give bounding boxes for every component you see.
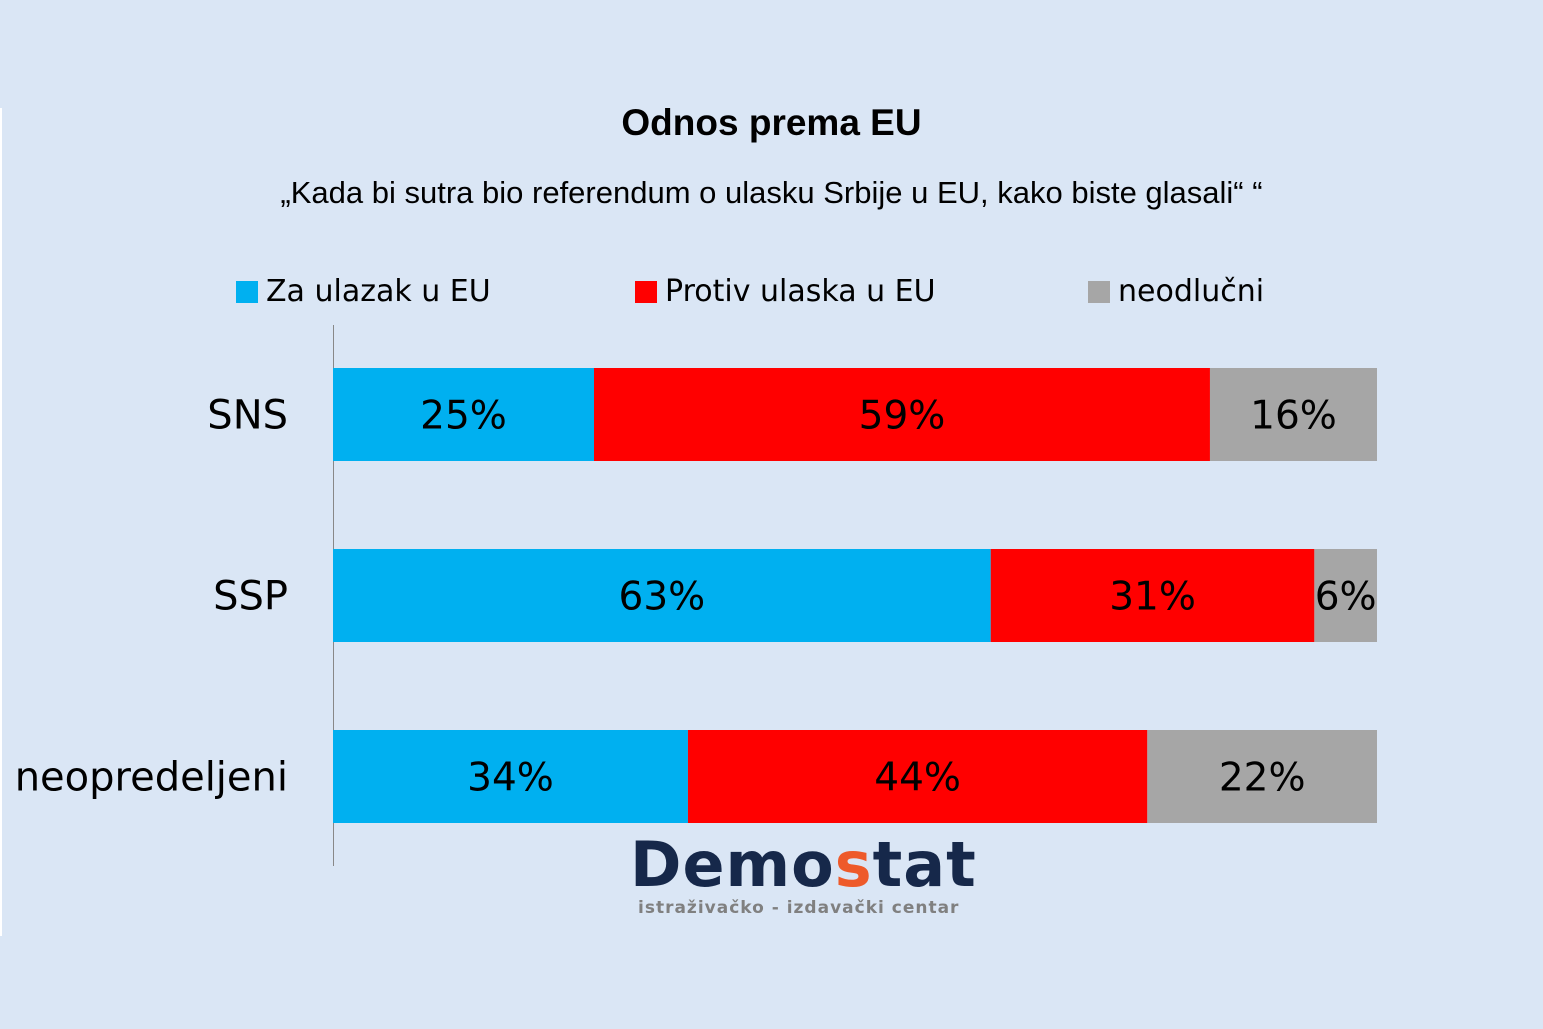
bar-segment: [333, 730, 688, 823]
legend-item-neodlucni: neodlučni: [1088, 274, 1264, 309]
bar-segment: [1209, 368, 1377, 461]
data-label: 44%: [874, 756, 961, 801]
bar-segment: [687, 730, 1148, 823]
bar-segment: [333, 368, 594, 461]
data-label: 6%: [1315, 575, 1377, 620]
data-label: 59%: [859, 394, 946, 439]
bar-segment: [333, 549, 991, 642]
legend-label: neodlučni: [1118, 274, 1265, 309]
data-label: 16%: [1250, 394, 1337, 439]
legend-item-za: Za ulazak u EU: [236, 274, 491, 309]
category-label: SNS: [207, 393, 288, 439]
demostat-logo: Demostat istraživačko - izdavački centar: [630, 828, 977, 919]
data-label: 22%: [1219, 756, 1306, 801]
legend-swatch: [1088, 280, 1110, 303]
category-label: neopredeljeni: [15, 755, 288, 801]
chart-subtitle: „Kada bi sutra bio referendum o ulasku S…: [280, 175, 1263, 210]
legend-label: Za ulazak u EU: [266, 274, 491, 309]
left-edge: [0, 108, 2, 936]
data-label: 34%: [467, 756, 554, 801]
legend-swatch: [635, 280, 657, 303]
bar-segment: [1314, 549, 1377, 642]
data-label: 63%: [619, 575, 706, 620]
legend-item-protiv: Protiv ulaska u EU: [635, 274, 936, 309]
category-label: SSP: [213, 574, 288, 620]
legend-swatch: [236, 280, 258, 303]
chart-title: Odnos prema EU: [621, 102, 922, 143]
bar-segment: [990, 549, 1315, 642]
bar-segment: [1147, 730, 1377, 823]
data-label: 25%: [420, 394, 507, 439]
legend-label: Protiv ulaska u EU: [665, 274, 936, 309]
bar-segment: [594, 368, 1210, 461]
data-label: 31%: [1109, 575, 1196, 620]
